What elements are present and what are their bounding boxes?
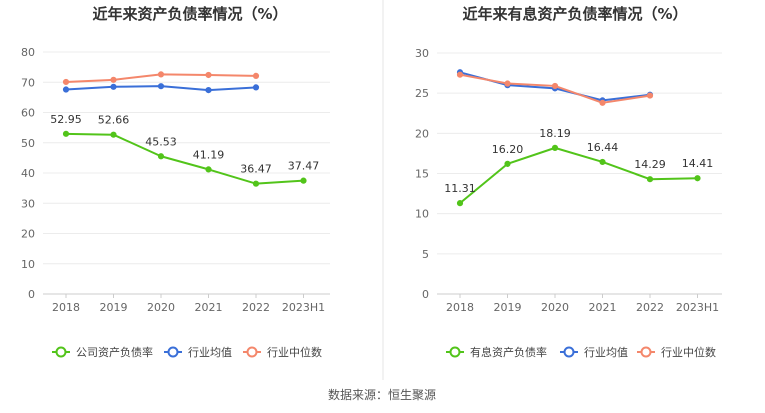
legend-swatch-marker [563,346,575,358]
data-point [599,158,606,166]
y-tick-label: 30 [415,47,429,60]
data-point [646,92,654,99]
series-line [65,132,304,185]
data-point [252,180,260,187]
data-point [694,175,701,182]
x-tick-label: 2022 [636,301,664,314]
data-point [110,131,117,138]
chart-title: 近年来有息资产负债率情况（%） [462,5,687,23]
data-point [157,71,165,78]
y-tick-label: 60 [21,107,35,120]
legend-swatch-marker [449,346,461,358]
data-point [62,130,70,137]
legend-label: 行业均值 [188,346,232,359]
legend-swatch-marker [640,346,652,358]
y-tick-label: 25 [415,87,429,100]
chart-title: 近年来资产负债率情况（%） [92,5,287,23]
legend-swatch-marker [167,346,179,358]
y-tick-label: 10 [21,258,35,271]
data-label: 37.47 [288,160,320,173]
data-point [456,71,464,78]
data-point [110,83,117,90]
data-point [157,83,165,90]
x-tick-label: 2018 [52,301,80,314]
legend-swatch-marker [55,346,67,358]
chart-debt-ratio: 近年来资产负债率情况（%） 0 10 20 30 40 50 60 70 80 2018 2019 20… [21,5,330,359]
y-tick-label: 40 [21,167,35,180]
data-label: 36.47 [240,163,272,176]
legend-label: 有息资产负债率 [470,345,547,359]
data-point [300,177,307,184]
data-source-note: 数据来源：恒生聚源 [328,387,436,402]
x-tick-label: 2022 [242,301,270,314]
data-label: 16.20 [492,143,524,156]
data-point [646,176,654,183]
x-tick-label: 2019 [100,301,128,314]
data-point [551,82,559,90]
y-tick-label: 5 [422,248,429,261]
data-point [456,200,464,207]
y-tick-label: 80 [21,46,35,59]
y-tick-label: 20 [21,228,35,241]
data-label: 18.19 [539,127,571,140]
x-tick-label: 2020 [541,301,569,314]
data-label: 16.44 [587,141,619,154]
x-tick-label: 2019 [494,301,522,314]
data-point [252,84,260,91]
data-label: 52.66 [98,114,130,127]
x-tick-label: 2021 [195,301,223,314]
x-tick-label: 2023H1 [282,301,325,314]
y-tick-label: 20 [415,127,429,140]
data-point [252,72,260,79]
legend-label: 行业中位数 [267,345,322,359]
y-tick-label: 30 [21,197,35,210]
legend-label: 行业中位数 [661,345,716,359]
y-tick-label: 0 [28,288,35,301]
y-tick-label: 10 [415,208,429,221]
data-label: 11.31 [444,182,476,195]
legend-swatch-marker [246,346,258,358]
data-point [205,87,212,94]
data-point [599,99,606,106]
data-point [62,86,70,93]
data-point [551,144,559,151]
x-tick-label: 2018 [446,301,474,314]
data-point [504,80,511,87]
data-label: 52.95 [50,113,82,126]
data-point [205,166,212,173]
y-tick-label: 0 [422,288,429,301]
data-point [110,76,117,83]
data-point [205,71,212,79]
data-label: 41.19 [193,148,225,161]
x-tick-label: 2023H1 [676,301,719,314]
y-tick-label: 50 [21,137,35,150]
data-label: 14.29 [634,158,666,171]
data-point [157,153,165,160]
data-label: 45.53 [145,135,177,148]
y-tick-label: 15 [415,168,429,181]
legend-label: 行业均值 [584,346,628,359]
x-tick-label: 2020 [147,301,175,314]
chart-interest-debt-ratio: 近年来有息资产负债率情况（%） 0 5 10 15 20 25 30 2018 2019 2020 2… [415,5,722,359]
series-line [459,146,698,204]
legend-label: 公司资产负债率 [76,345,153,359]
y-tick-label: 70 [21,76,35,89]
data-point [504,160,511,167]
data-point [62,78,70,86]
data-label: 14.41 [682,157,714,170]
x-tick-label: 2021 [589,301,617,314]
